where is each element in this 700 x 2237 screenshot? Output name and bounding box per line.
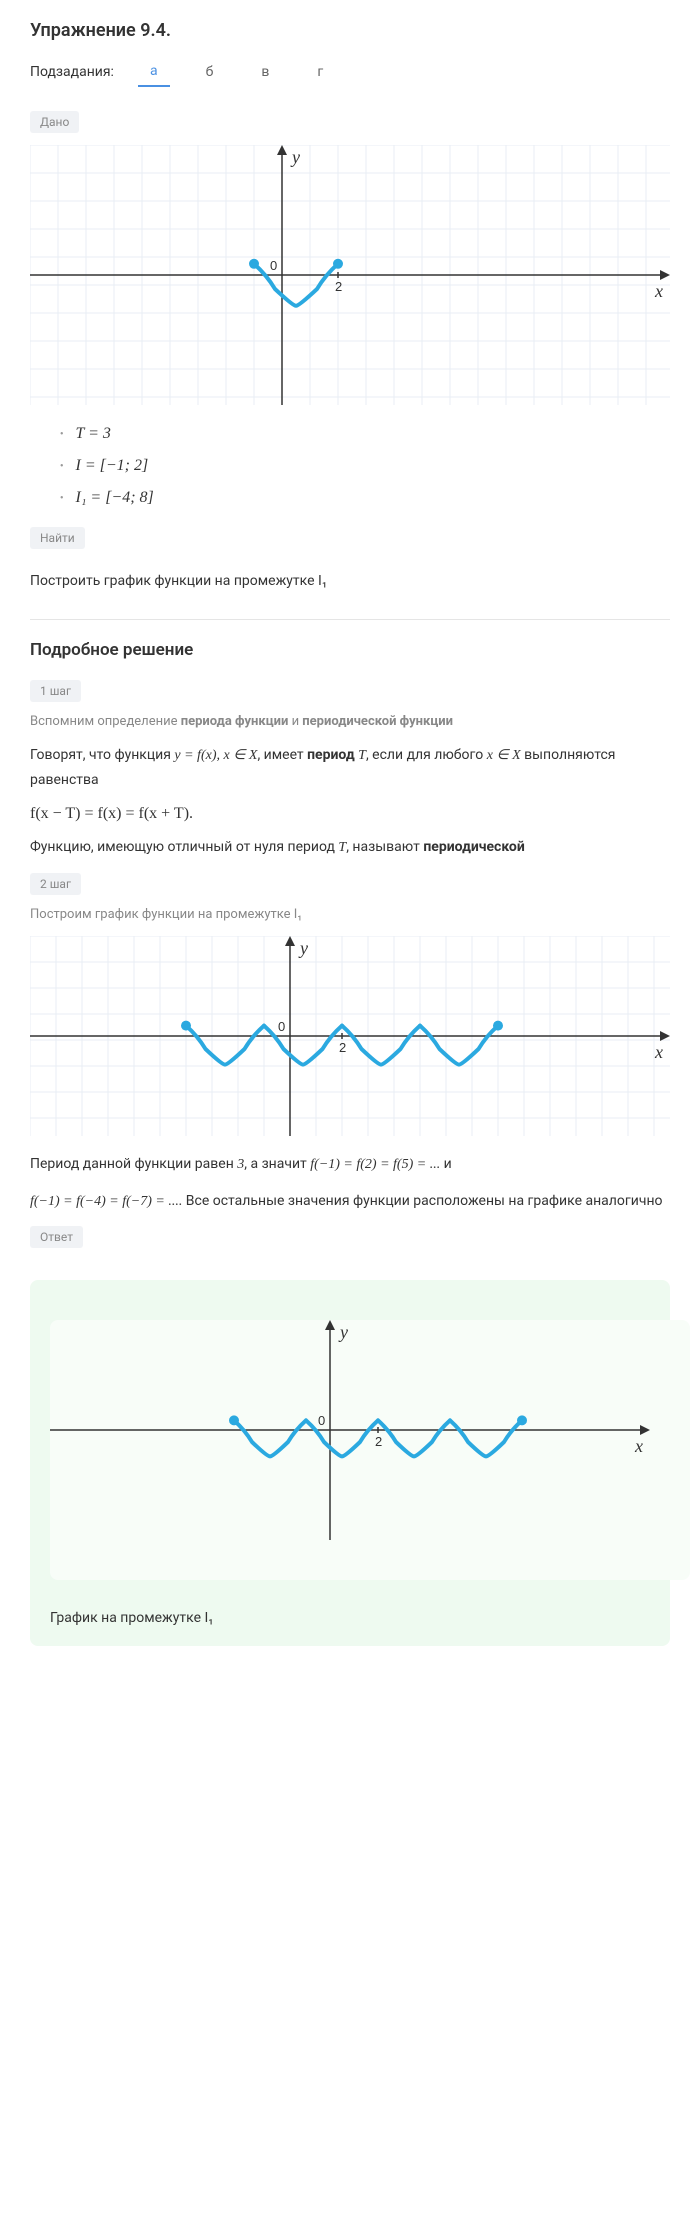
- given-bullets: •T = 3 •I = [−1; 2] •I₁ = [−4; 8]: [60, 425, 640, 507]
- svg-text:x: x: [634, 1436, 643, 1456]
- subtasks-row: Подзадания: а б в г: [30, 57, 670, 87]
- tab-a[interactable]: а: [138, 57, 170, 87]
- tab-b[interactable]: б: [194, 58, 226, 86]
- svg-text:0: 0: [270, 258, 277, 273]
- conclusion2: f(−1) = f(−4) = f(−7) = .... Все остальн…: [30, 1189, 670, 1214]
- svg-text:2: 2: [375, 1434, 382, 1449]
- tab-v[interactable]: в: [249, 58, 281, 86]
- step1-formula: f(x − T) = f(x) = f(x + T).: [30, 805, 670, 823]
- step1-text1: Говорят, что функция y = f(x), x ∈ X, им…: [30, 743, 670, 793]
- svg-text:y: y: [338, 1322, 348, 1342]
- tab-g[interactable]: г: [305, 58, 335, 86]
- svg-text:0: 0: [318, 1413, 325, 1428]
- chart-answer: x y 0 2: [50, 1320, 690, 1580]
- bullet-T: •T = 3: [60, 425, 640, 443]
- find-text: Построить график функции на промежутке I…: [30, 573, 670, 589]
- exercise-title: Упражнение 9.4.: [30, 20, 670, 41]
- svg-text:0: 0: [278, 1019, 285, 1034]
- step1-text2: Функцию, имеющую отличный от нуля период…: [30, 835, 670, 860]
- answer-text: График на промежутке I₁: [50, 1610, 650, 1626]
- conclusion1: Период данной функции равен 3, а значит …: [30, 1152, 670, 1177]
- chart-given: x y 0 2: [30, 145, 670, 405]
- find-label: Найти: [30, 527, 85, 549]
- svg-text:2: 2: [335, 279, 342, 294]
- step2-label: 2 шаг: [30, 873, 81, 895]
- svg-text:y: y: [298, 938, 308, 958]
- step1-label: 1 шаг: [30, 680, 81, 702]
- bullet-I1: •I₁ = [−4; 8]: [60, 489, 640, 507]
- divider: [30, 619, 670, 620]
- step2-intro: Построим график функции на промежутке I₁: [30, 907, 670, 922]
- answer-label: Ответ: [30, 1226, 83, 1248]
- svg-text:2: 2: [339, 1040, 346, 1055]
- subtasks-label: Подзадания:: [30, 64, 114, 80]
- given-label: Дано: [30, 111, 79, 133]
- step1-intro: Вспомним определение периода функции и п…: [30, 714, 670, 729]
- svg-text:y: y: [290, 147, 300, 167]
- svg-text:x: x: [654, 1042, 663, 1062]
- chart-step2: x y 0 2: [30, 936, 670, 1136]
- svg-text:x: x: [654, 281, 663, 301]
- answer-section: x y 0 2 График на промежутке I₁: [30, 1280, 670, 1646]
- bullet-I: •I = [−1; 2]: [60, 457, 640, 475]
- solution-title: Подробное решение: [30, 640, 670, 660]
